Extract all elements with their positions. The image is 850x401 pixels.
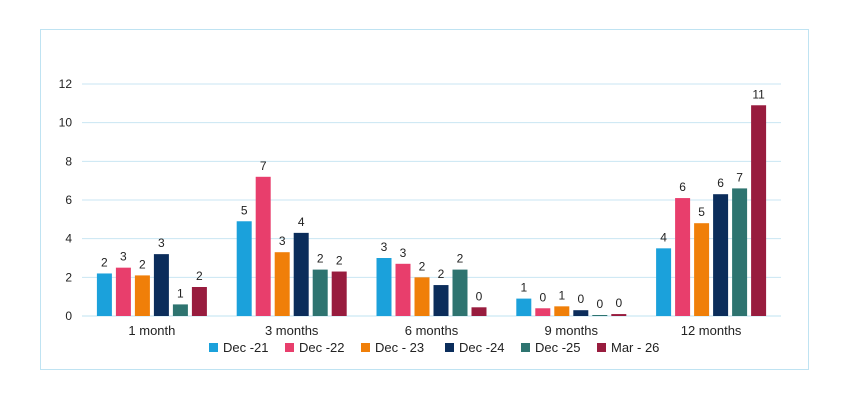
bar	[115, 267, 131, 316]
data-label: 5	[698, 205, 705, 219]
bar	[376, 258, 392, 316]
data-label: 11	[752, 87, 765, 101]
data-label: 5	[241, 203, 248, 217]
y-tick-label: 0	[65, 309, 72, 323]
bar	[713, 194, 729, 316]
bar	[134, 275, 150, 316]
data-label: 0	[577, 292, 584, 306]
data-label: 1	[177, 286, 184, 300]
data-label: 4	[298, 215, 305, 229]
data-label: 2	[196, 269, 203, 283]
y-tick-label: 2	[65, 270, 72, 284]
data-label: 2	[336, 254, 343, 268]
data-label: 0	[476, 289, 483, 303]
category-label: 9 months	[545, 323, 599, 338]
bar	[656, 248, 672, 316]
legend-label: Dec -22	[299, 340, 345, 355]
data-label: 3	[158, 236, 165, 250]
bar	[694, 223, 710, 316]
bar	[751, 105, 767, 317]
category-label: 1 month	[128, 323, 175, 338]
data-label: 2	[457, 252, 464, 266]
bar	[191, 287, 207, 316]
data-label: 7	[736, 170, 743, 184]
data-label: 2	[317, 252, 324, 266]
bar	[312, 269, 328, 316]
data-label: 0	[539, 290, 546, 304]
data-label: 6	[717, 176, 724, 190]
data-label: 3	[400, 246, 407, 260]
bar	[611, 314, 627, 316]
y-tick-label: 10	[59, 116, 73, 130]
data-label: 7	[260, 159, 267, 173]
bar	[516, 298, 532, 316]
legend-label: Dec -24	[459, 340, 505, 355]
legend-label: Mar - 26	[611, 340, 659, 355]
data-label: 3	[279, 234, 286, 248]
data-label: 2	[101, 255, 108, 269]
bar	[293, 232, 309, 316]
y-tick-label: 12	[59, 77, 73, 91]
data-label: 0	[596, 297, 603, 311]
data-label: 3	[381, 240, 388, 254]
y-tick-label: 6	[65, 193, 72, 207]
legend-swatch	[521, 343, 530, 352]
bar	[554, 306, 570, 316]
category-label: 12 months	[681, 323, 742, 338]
category-label: 6 months	[405, 323, 459, 338]
y-axis-ticks: 0 2 4 6 8 10 12	[59, 77, 73, 323]
data-label: 2	[139, 257, 146, 271]
bar	[573, 310, 589, 316]
category-label: 3 months	[265, 323, 319, 338]
bars	[96, 105, 767, 317]
bar	[96, 273, 112, 316]
bar	[471, 307, 487, 316]
legend-swatch	[209, 343, 218, 352]
data-label: 1	[558, 288, 565, 302]
bar	[535, 308, 551, 316]
bar	[331, 271, 347, 316]
data-label: 0	[615, 296, 622, 310]
bar	[274, 252, 290, 316]
bar	[732, 188, 748, 316]
data-label: 3	[120, 250, 127, 264]
bar	[592, 315, 608, 316]
bar	[236, 221, 252, 316]
x-axis-categories: 1 month 3 months 6 months 9 months 12 months	[128, 323, 742, 338]
legend-label: Dec -21	[223, 340, 269, 355]
legend-swatch	[361, 343, 370, 352]
bar	[172, 304, 188, 316]
bar	[414, 277, 430, 316]
bar	[675, 198, 691, 316]
bar	[395, 263, 411, 316]
legend: Dec -21 Dec -22 Dec - 23 Dec -24 Dec -25 Mar …	[209, 340, 659, 355]
bar	[452, 269, 468, 316]
legend-label: Dec -25	[535, 340, 581, 355]
legend-swatch	[597, 343, 606, 352]
data-label: 2	[419, 259, 426, 273]
legend-swatch	[445, 343, 454, 352]
gridlines	[82, 83, 781, 317]
legend-swatch	[285, 343, 294, 352]
data-label: 1	[520, 281, 527, 295]
bar	[153, 254, 169, 316]
y-tick-label: 8	[65, 154, 72, 168]
data-label: 4	[660, 230, 667, 244]
legend-label: Dec - 23	[375, 340, 424, 355]
data-label: 6	[679, 180, 686, 194]
bar	[255, 176, 271, 316]
bar	[433, 285, 449, 316]
y-tick-label: 4	[65, 232, 72, 246]
data-label: 2	[438, 267, 445, 281]
